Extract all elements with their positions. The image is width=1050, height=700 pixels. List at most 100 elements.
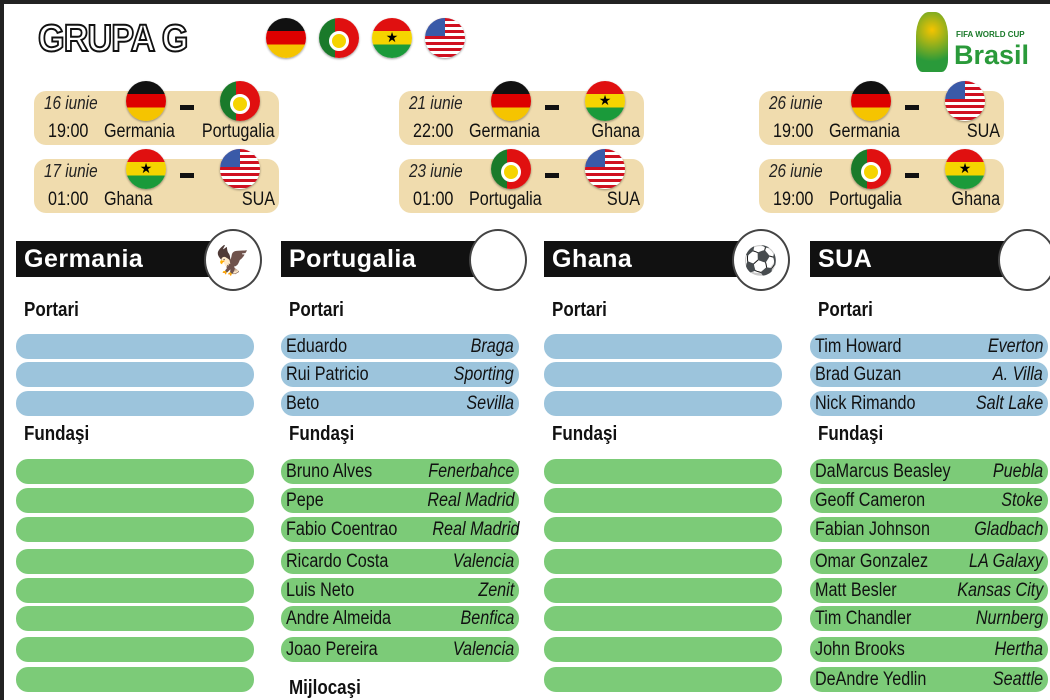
player-row bbox=[544, 334, 782, 359]
player-row: DaMarcus Beasley Puebla bbox=[810, 459, 1048, 484]
player-row bbox=[16, 667, 254, 692]
player-row: Omar Gonzalez LA Galaxy bbox=[810, 549, 1048, 574]
player-row: Beto Sevilla bbox=[281, 391, 519, 416]
player-row: Geoff Cameron Stoke bbox=[810, 488, 1048, 513]
player-name: Geoff Cameron bbox=[815, 489, 926, 511]
player-name: Bruno Alves bbox=[286, 460, 373, 482]
match-date: 16 iunie bbox=[44, 93, 98, 113]
team-name: Germania bbox=[24, 245, 144, 273]
player-name: Rui Patricio bbox=[286, 363, 369, 385]
portugal-flag-icon bbox=[220, 81, 260, 121]
player-row bbox=[544, 549, 782, 574]
vs-dash bbox=[180, 105, 194, 110]
player-name: Ricardo Costa bbox=[286, 550, 389, 572]
player-club: Hertha bbox=[994, 638, 1043, 660]
vs-dash bbox=[545, 105, 559, 110]
usa-flag-icon bbox=[220, 149, 260, 189]
player-club: Gladbach bbox=[973, 518, 1043, 540]
team-header: SUA 🛡 bbox=[810, 229, 1050, 291]
player-club: Salt Lake bbox=[975, 392, 1043, 414]
germany-flag-icon bbox=[851, 81, 891, 121]
player-name: Nick Rimando bbox=[815, 392, 916, 414]
player-club: Seattle bbox=[992, 668, 1043, 690]
player-row bbox=[544, 606, 782, 631]
match-team1: Portugalia bbox=[829, 189, 902, 210]
player-name: Eduardo bbox=[286, 335, 348, 357]
section-fundasi: Fundaşi bbox=[24, 423, 90, 445]
player-club: Everton bbox=[987, 335, 1043, 357]
match-time: 19:00 bbox=[48, 121, 89, 142]
match-team2: Portugalia bbox=[202, 121, 275, 142]
match-date: 26 iunie bbox=[769, 161, 823, 181]
player-row bbox=[544, 667, 782, 692]
match-time: 19:00 bbox=[773, 189, 814, 210]
team-header: Germania 🦅 bbox=[16, 229, 262, 291]
player-row: Luis Neto Zenit bbox=[281, 578, 519, 603]
section-mijlocasi: Mijlocaşi bbox=[289, 677, 361, 699]
match-card: 26 iunie 19:00 Portugalia Ghana bbox=[759, 149, 1004, 213]
match-card: 21 iunie 22:00 Germania Ghana bbox=[399, 81, 644, 145]
player-club: Fenerbahce bbox=[427, 460, 514, 482]
player-name: Andre Almeida bbox=[286, 607, 392, 629]
match-date: 21 iunie bbox=[409, 93, 463, 113]
match-team1: Germania bbox=[104, 121, 175, 142]
player-name: Fabian Johnson bbox=[815, 518, 930, 540]
player-row bbox=[544, 637, 782, 662]
ghana-flag-icon bbox=[126, 149, 166, 189]
match-card: 16 iunie 19:00 Germania Portugalia bbox=[34, 81, 279, 145]
team-column-sua: SUA 🛡 Portari Tim Howard Everton Brad Guzan A.… bbox=[810, 229, 1050, 692]
portugal-flag-icon bbox=[491, 149, 531, 189]
eagle-crest-icon: 🦅 bbox=[204, 229, 262, 291]
vs-dash bbox=[180, 173, 194, 178]
match-time: 19:00 bbox=[773, 121, 814, 142]
player-club: A. Villa bbox=[993, 363, 1043, 385]
player-row: Fabio Coentrao Real Madrid bbox=[281, 517, 519, 542]
team-column-ghana: Ghana ⚽ Portari Fundaşi bbox=[544, 229, 790, 692]
player-row: Tim Chandler Nurnberg bbox=[810, 606, 1048, 631]
logo-line2: Brasil bbox=[954, 40, 1030, 70]
player-name: Tim Chandler bbox=[815, 607, 912, 629]
match-card: 17 iunie 01:00 Ghana SUA bbox=[34, 149, 279, 213]
vs-dash bbox=[545, 173, 559, 178]
portugal-crest-icon: ✠ bbox=[469, 229, 527, 291]
ghana-flag-icon bbox=[585, 81, 625, 121]
player-row: Matt Besler Kansas City bbox=[810, 578, 1048, 603]
player-club: Kansas City bbox=[956, 579, 1043, 601]
player-row: Tim Howard Everton bbox=[810, 334, 1048, 359]
player-name: Joao Pereira bbox=[286, 638, 378, 660]
team-header: Portugalia ✠ bbox=[281, 229, 527, 291]
section-portari: Portari bbox=[24, 299, 79, 321]
player-name: DaMarcus Beasley bbox=[815, 460, 951, 482]
match-time: 01:00 bbox=[48, 189, 89, 210]
ghana-crest-icon: ⚽ bbox=[732, 229, 790, 291]
match-card: 26 iunie 19:00 Germania SUA bbox=[759, 81, 1004, 145]
player-name: John Brooks bbox=[815, 638, 905, 660]
player-row bbox=[544, 459, 782, 484]
player-row: Joao Pereira Valencia bbox=[281, 637, 519, 662]
match-team2: Ghana bbox=[951, 189, 1000, 210]
section-fundasi: Fundaşi bbox=[289, 423, 355, 445]
player-row bbox=[544, 391, 782, 416]
match-time: 01:00 bbox=[413, 189, 454, 210]
match-team2: SUA bbox=[241, 189, 275, 210]
team-name: SUA bbox=[818, 245, 873, 273]
germany-flag-icon bbox=[126, 81, 166, 121]
vs-dash bbox=[905, 105, 919, 110]
player-name: DeAndre Yedlin bbox=[815, 668, 927, 690]
player-club: Puebla bbox=[992, 460, 1043, 482]
portugal-flag-icon bbox=[319, 18, 359, 58]
player-club: Real Madrid bbox=[426, 489, 514, 511]
player-row bbox=[16, 391, 254, 416]
player-name: Omar Gonzalez bbox=[815, 550, 929, 572]
match-time: 22:00 bbox=[413, 121, 454, 142]
player-row: Rui Patricio Sporting bbox=[281, 362, 519, 387]
player-club: Valencia bbox=[452, 638, 514, 660]
us-soccer-crest-icon: 🛡 bbox=[998, 229, 1050, 291]
player-club: Sporting bbox=[453, 363, 514, 385]
match-team2: Ghana bbox=[591, 121, 640, 142]
player-name: Matt Besler bbox=[815, 579, 897, 601]
player-club: LA Galaxy bbox=[969, 550, 1043, 572]
section-fundasi: Fundaşi bbox=[552, 423, 618, 445]
player-club: Sevilla bbox=[466, 392, 514, 414]
section-fundasi: Fundaşi bbox=[818, 423, 884, 445]
